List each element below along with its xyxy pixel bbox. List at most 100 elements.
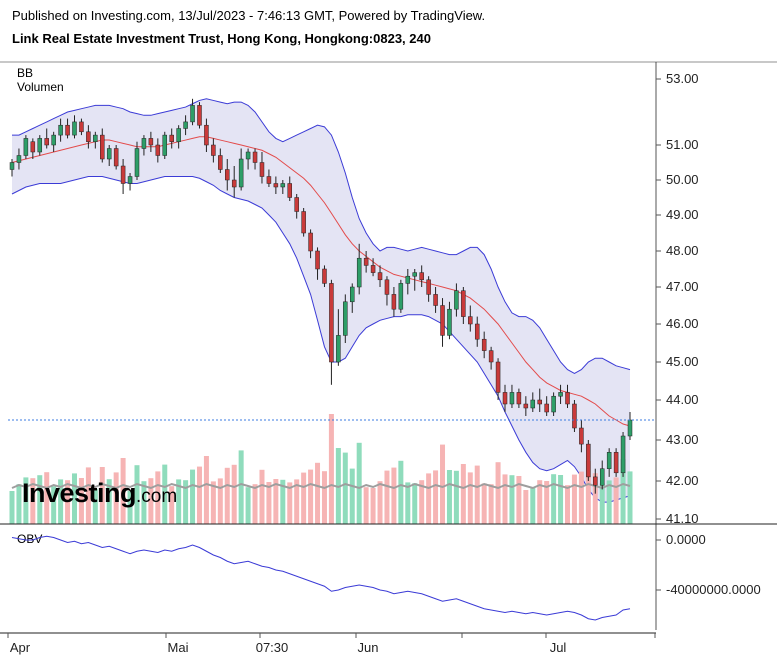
volume-bar xyxy=(488,484,494,524)
candle xyxy=(37,135,43,156)
candle xyxy=(468,305,473,332)
bb-label[interactable]: BB xyxy=(17,66,34,80)
candle xyxy=(440,298,445,347)
candle-body xyxy=(23,138,29,156)
candle xyxy=(398,279,404,313)
y-tick-label: 45.00 xyxy=(666,354,699,369)
candle xyxy=(65,118,70,139)
volume-bar xyxy=(252,484,258,524)
candle-body xyxy=(231,179,237,188)
candle xyxy=(79,118,84,136)
candle-body xyxy=(530,399,536,409)
candle xyxy=(218,148,223,173)
x-tick-label: Mai xyxy=(168,640,189,655)
candle xyxy=(148,131,154,152)
y-tick-label: 48.00 xyxy=(666,243,699,258)
candle-body xyxy=(454,290,459,310)
volume-bar xyxy=(467,472,473,524)
volume-bar xyxy=(558,475,564,524)
bb-band-fill xyxy=(12,98,630,503)
candle-body xyxy=(245,151,251,160)
obv-y-tick-label: 0.0000 xyxy=(666,532,706,547)
candle xyxy=(363,251,369,273)
candle-body xyxy=(384,279,390,295)
volume-bar xyxy=(9,491,15,524)
candle xyxy=(509,384,515,408)
volume-ma-line xyxy=(11,482,631,490)
candle-body xyxy=(468,316,473,325)
y-tick-label: 42.00 xyxy=(666,473,699,488)
volume-bar xyxy=(620,459,626,524)
candle xyxy=(537,388,542,412)
candle xyxy=(72,115,77,139)
volume-bars xyxy=(9,414,633,524)
candle-body xyxy=(474,323,480,340)
volume-label[interactable]: Volumen xyxy=(17,80,64,94)
candles xyxy=(9,98,633,494)
candle xyxy=(370,258,376,277)
volume-bar xyxy=(419,480,425,524)
candle xyxy=(329,279,334,385)
candle xyxy=(516,388,522,408)
volume-bar xyxy=(537,480,543,524)
candle xyxy=(127,173,133,191)
candle-body xyxy=(58,124,63,136)
bb-lower-line xyxy=(11,176,631,503)
obv-line xyxy=(11,535,631,621)
volume-bar xyxy=(606,480,612,524)
volume-bar xyxy=(238,450,244,524)
candle xyxy=(51,131,56,152)
candle xyxy=(301,208,306,237)
volume-bar xyxy=(301,472,307,524)
candle xyxy=(620,432,626,477)
candle xyxy=(336,309,341,366)
candle-body xyxy=(266,176,272,184)
volume-bar xyxy=(460,464,466,524)
volume-bar xyxy=(169,486,175,524)
y-tick-label: 43.00 xyxy=(666,432,699,447)
candle-body xyxy=(9,162,15,170)
volume-bar xyxy=(613,477,619,524)
candle-body xyxy=(273,183,279,188)
candle-body xyxy=(134,148,140,177)
candle-body xyxy=(488,350,494,363)
y-tick-label: 44.00 xyxy=(666,392,699,407)
volume-bar xyxy=(190,469,196,524)
candle xyxy=(551,392,556,416)
candle-body xyxy=(447,308,452,336)
volume-bar xyxy=(148,478,154,524)
candle-body xyxy=(461,290,466,317)
volume-bar xyxy=(571,474,577,524)
candle-body xyxy=(211,144,216,156)
candle xyxy=(613,448,619,477)
candle xyxy=(391,287,397,317)
candle-body xyxy=(252,151,258,163)
candle-body xyxy=(169,134,174,142)
y-tick-label: 50.00 xyxy=(666,172,699,187)
candle-body xyxy=(176,128,181,142)
candle-body xyxy=(523,403,529,409)
candle-body xyxy=(336,335,341,363)
candle-body xyxy=(315,250,320,270)
candle-body xyxy=(72,121,77,136)
candle xyxy=(308,229,313,259)
volume-bar xyxy=(495,462,501,524)
candle xyxy=(9,159,15,177)
volume-bar xyxy=(516,476,522,524)
obv-label[interactable]: OBV xyxy=(17,532,43,546)
candle xyxy=(238,148,244,191)
obv-y-tick-label: -40000000.0000 xyxy=(666,582,761,597)
volume-bar xyxy=(349,468,355,524)
volume-bar xyxy=(321,471,327,524)
volume-bar xyxy=(65,480,71,524)
candle-body xyxy=(106,148,112,160)
candle xyxy=(433,287,438,313)
candle-body xyxy=(356,257,362,288)
candle xyxy=(113,145,119,170)
candle xyxy=(190,98,195,126)
volume-bar xyxy=(356,442,362,524)
volume-bar xyxy=(363,487,369,524)
volume-bar xyxy=(155,471,161,524)
candle xyxy=(86,125,91,149)
